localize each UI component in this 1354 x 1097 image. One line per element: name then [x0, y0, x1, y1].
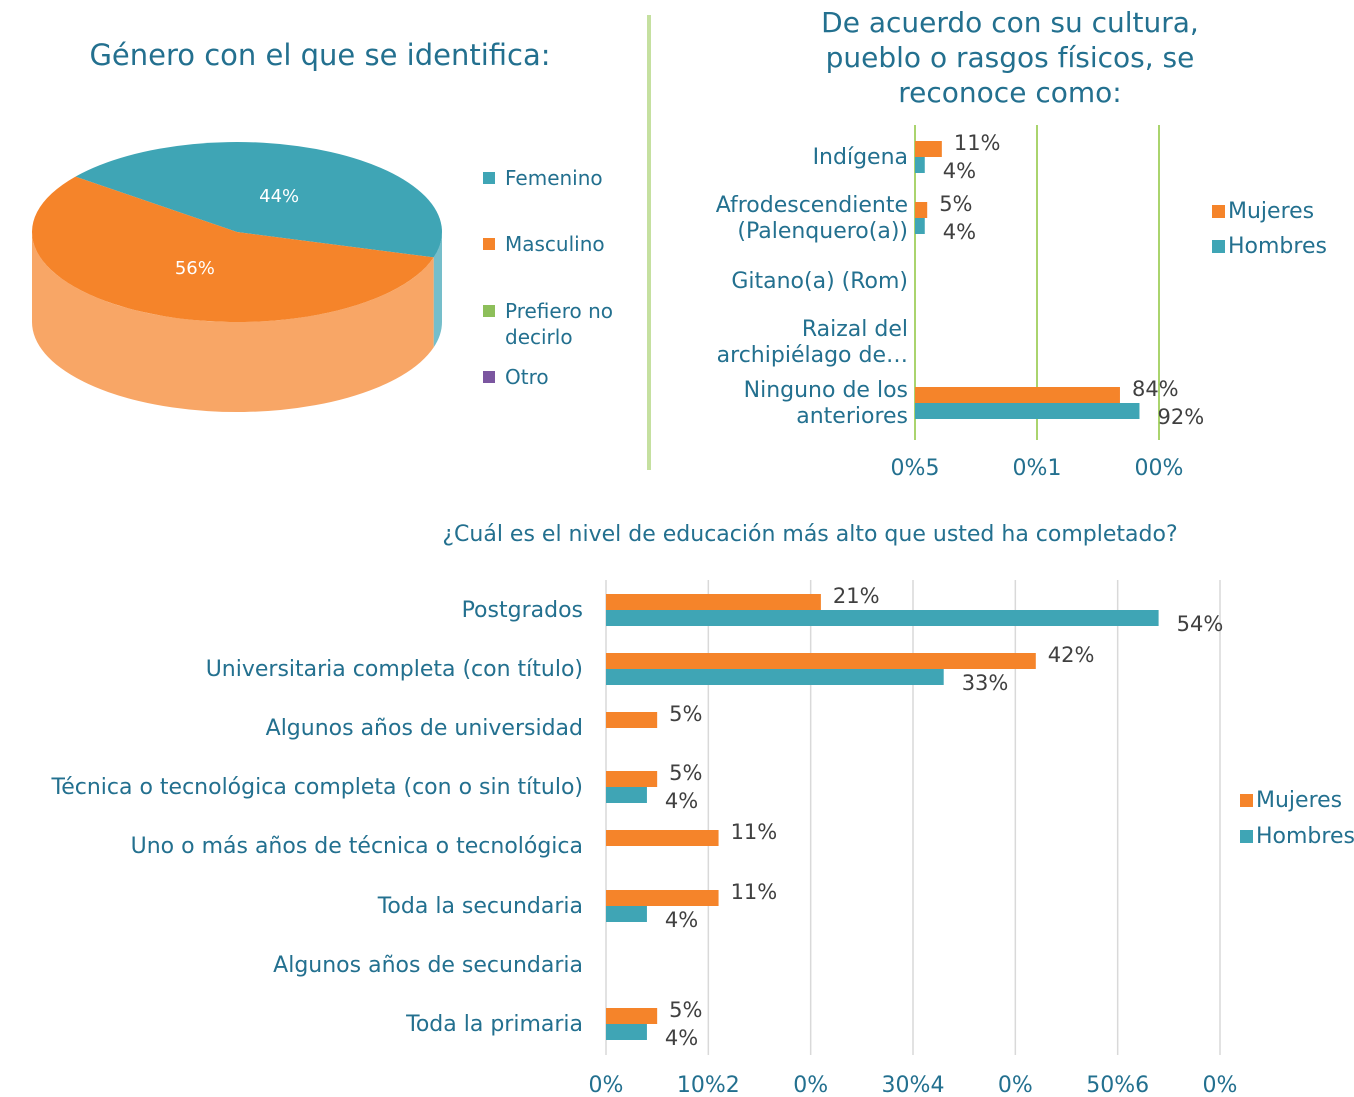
bar [915, 218, 925, 234]
data-label: 92% [1157, 405, 1204, 429]
legend-label: Mujeres [1256, 788, 1342, 813]
legend-label: Otro [505, 365, 549, 389]
bar [606, 712, 658, 728]
pie-label: 56% [175, 258, 215, 279]
bar [606, 830, 719, 846]
bar [606, 890, 719, 906]
bar [606, 653, 1036, 669]
chart-title: De acuerdo con su cultura, pueblo o rasgo… [821, 6, 1199, 109]
x-tick-label: 50%6 [1086, 1073, 1149, 1097]
data-label: 42% [1048, 643, 1095, 667]
legend-label: Hombres [1256, 824, 1354, 849]
bar [915, 157, 925, 173]
legend-swatch [483, 238, 495, 250]
data-label: 11% [731, 820, 778, 844]
legend-label: Masculino [505, 232, 605, 256]
bar [915, 141, 942, 157]
data-label: 5% [669, 702, 702, 726]
pie-side [433, 232, 442, 348]
pie-slice [31, 176, 434, 322]
legend-label: Mujeres [1228, 199, 1314, 224]
y-tick-label: Indígena [813, 145, 908, 170]
data-label: 5% [669, 998, 702, 1022]
legend-label: Hombres [1228, 234, 1327, 259]
bar [606, 669, 944, 685]
x-tick-label: 10%2 [677, 1073, 740, 1097]
y-tick-label: Técnica o tecnológica completa (con o si… [51, 775, 584, 800]
legend-label: Prefiero no decirlo [505, 299, 613, 349]
x-tick-label: 00% [1135, 456, 1184, 481]
bar [606, 1024, 647, 1040]
data-label: 11% [954, 131, 1001, 155]
y-tick-label: Ninguno de los anteriores [744, 378, 908, 429]
y-tick-label: Universitaria completa (con título) [206, 657, 583, 682]
data-label: 4% [665, 908, 698, 932]
y-tick-label: Algunos años de universidad [266, 716, 583, 741]
bar [606, 1008, 658, 1024]
x-tick-label: 0% [793, 1073, 828, 1097]
x-tick-label: 0%5 [891, 456, 940, 481]
bar [606, 771, 658, 787]
x-tick-label: 0% [1203, 1073, 1238, 1097]
data-label: 11% [731, 880, 778, 904]
bar [915, 403, 1140, 419]
legend-swatch [1212, 205, 1225, 218]
x-tick-label: 0% [589, 1073, 624, 1097]
data-label: 4% [943, 159, 976, 183]
data-label: 4% [665, 1026, 698, 1050]
y-tick-label: Algunos años de secundaria [273, 953, 583, 978]
legend-swatch [483, 305, 495, 317]
y-tick-label: Uno o más años de técnica o tecnológica [131, 834, 583, 859]
legend-swatch [1212, 240, 1225, 253]
legend-swatch [483, 172, 495, 184]
legend-swatch [483, 371, 495, 383]
data-label: 54% [1177, 612, 1224, 636]
y-tick-label: Toda la secundaria [377, 894, 583, 919]
bar [915, 202, 928, 218]
legend-label: Femenino [505, 166, 603, 190]
legend-swatch [1240, 830, 1253, 843]
bar [606, 610, 1159, 626]
y-tick-label: Gitano(a) (Rom) [731, 269, 908, 294]
x-tick-label: 0% [998, 1073, 1033, 1097]
x-tick-label: 30%4 [882, 1073, 945, 1097]
chart-title: ¿Cuál es el nivel de educación más alto … [442, 522, 1177, 547]
data-label: 4% [665, 789, 698, 813]
bar [915, 387, 1120, 403]
data-label: 33% [962, 671, 1009, 695]
y-tick-label: Afrodescendiente (Palenquero(a)) [716, 193, 908, 244]
data-label: 5% [939, 192, 972, 216]
chart-title: Género con el que se identifica: [89, 38, 550, 72]
y-tick-label: Raizal del archipiélago de… [717, 317, 908, 368]
x-tick-label: 0%1 [1013, 456, 1062, 481]
y-tick-label: Postgrados [462, 598, 583, 623]
bar [606, 787, 647, 803]
bar [606, 594, 821, 610]
pie-side [32, 232, 434, 412]
legend-swatch [1240, 794, 1253, 807]
data-label: 21% [833, 584, 880, 608]
bar [606, 906, 647, 922]
data-label: 4% [943, 220, 976, 244]
data-label: 5% [669, 761, 702, 785]
data-label: 84% [1132, 377, 1179, 401]
pie-label: 44% [259, 185, 299, 206]
pie-slice [75, 142, 442, 258]
y-tick-label: Toda la primaria [405, 1012, 583, 1037]
